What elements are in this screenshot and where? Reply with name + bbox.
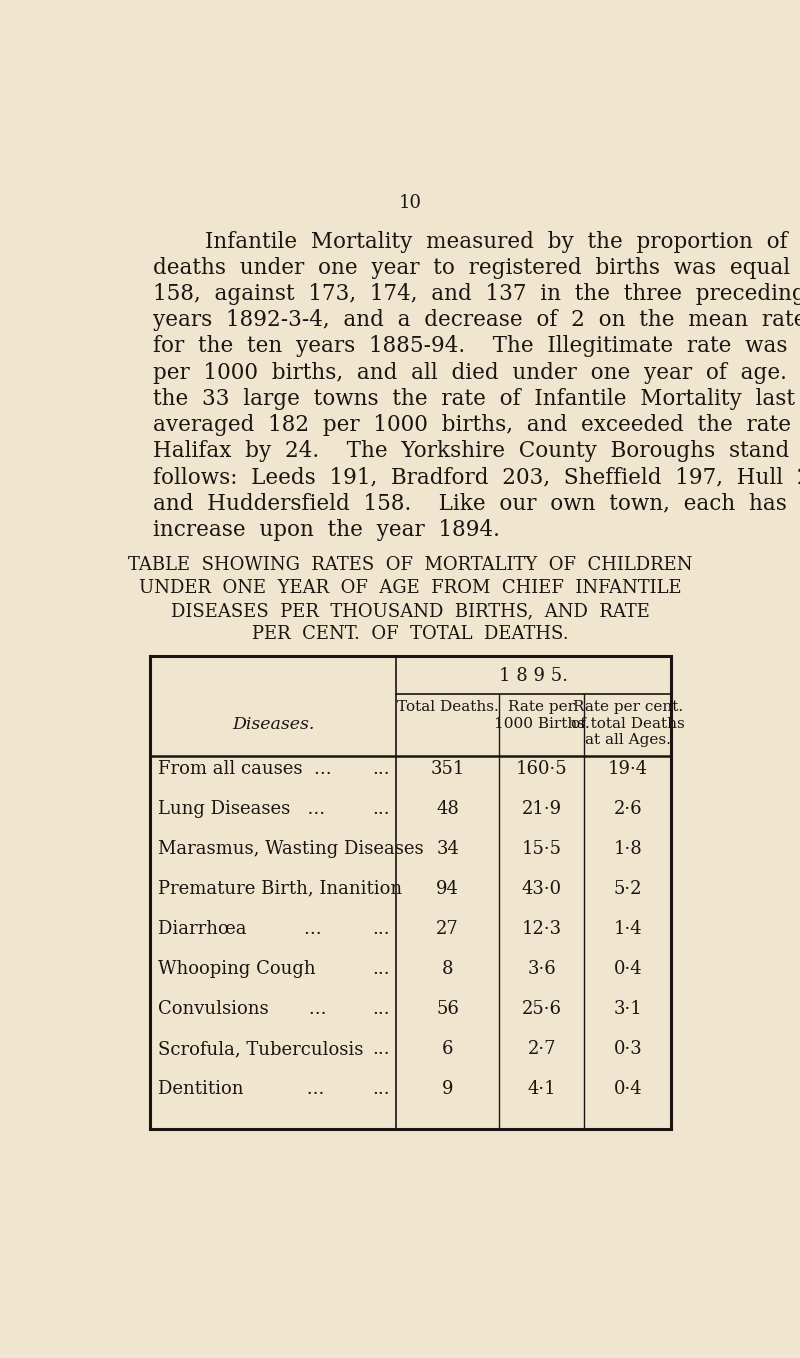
Text: Diseases.: Diseases. — [232, 716, 314, 733]
Text: increase  upon  the  year  1894.: increase upon the year 1894. — [153, 519, 499, 540]
Text: 43·0: 43·0 — [522, 880, 562, 898]
Text: ...: ... — [372, 919, 390, 938]
Text: Whooping Cough: Whooping Cough — [158, 960, 316, 978]
Text: Convulsions       ...: Convulsions ... — [158, 999, 326, 1018]
Text: From all causes  ...: From all causes ... — [158, 759, 332, 778]
Text: ...: ... — [372, 1080, 390, 1099]
Text: 0·3: 0·3 — [614, 1040, 642, 1058]
Text: 4·1: 4·1 — [527, 1080, 556, 1099]
Text: 10: 10 — [398, 194, 422, 212]
Text: 2·7: 2·7 — [527, 1040, 556, 1058]
Text: 21·9: 21·9 — [522, 800, 562, 818]
Text: Lung Diseases   ...: Lung Diseases ... — [158, 800, 326, 818]
Text: 8: 8 — [442, 960, 454, 978]
Text: 351: 351 — [430, 759, 465, 778]
Text: DISEASES  PER  THOUSAND  BIRTHS,  AND  RATE: DISEASES PER THOUSAND BIRTHS, AND RATE — [170, 602, 650, 619]
Text: Rate per
1000 Births.: Rate per 1000 Births. — [494, 701, 590, 731]
Text: Infantile  Mortality  measured  by  the  proportion  of: Infantile Mortality measured by the prop… — [206, 231, 788, 253]
Text: and  Huddersfield  158.    Like  our  own  town,  each  has  an: and Huddersfield 158. Like our own town,… — [153, 493, 800, 515]
Text: 0·4: 0·4 — [614, 960, 642, 978]
Text: for  the  ten  years  1885-94.    The  Illegitimate  rate  was  460: for the ten years 1885-94. The Illegitim… — [153, 335, 800, 357]
Text: averaged  182  per  1000  births,  and  exceeded  the  rate  in: averaged 182 per 1000 births, and exceed… — [153, 414, 800, 436]
Text: PER  CENT.  OF  TOTAL  DEATHS.: PER CENT. OF TOTAL DEATHS. — [252, 625, 568, 642]
Text: ...: ... — [372, 960, 390, 978]
Text: 5·2: 5·2 — [614, 880, 642, 898]
Text: 48: 48 — [436, 800, 459, 818]
Text: 3·6: 3·6 — [527, 960, 556, 978]
Text: 158,  against  173,  174,  and  137  in  the  three  preceding: 158, against 173, 174, and 137 in the th… — [153, 282, 800, 306]
Text: follows:  Leeds  191,  Bradford  203,  Sheffield  197,  Hull  205,: follows: Leeds 191, Bradford 203, Sheffi… — [153, 466, 800, 489]
Text: Halifax  by  24.    The  Yorkshire  County  Boroughs  stand  as: Halifax by 24. The Yorkshire County Boro… — [153, 440, 800, 462]
Text: 56: 56 — [436, 999, 459, 1018]
Text: ...: ... — [372, 800, 390, 818]
Text: 12·3: 12·3 — [522, 919, 562, 938]
Text: ...: ... — [372, 759, 390, 778]
Text: TABLE  SHOWING  RATES  OF  MORTALITY  OF  CHILDREN: TABLE SHOWING RATES OF MORTALITY OF CHIL… — [128, 555, 692, 573]
Text: Marasmus, Wasting Diseases: Marasmus, Wasting Diseases — [158, 839, 424, 858]
Text: Scrofula, Tuberculosis: Scrofula, Tuberculosis — [158, 1040, 363, 1058]
Text: Premature Birth, Inanition: Premature Birth, Inanition — [158, 880, 402, 898]
Text: 34: 34 — [436, 839, 459, 858]
Text: years  1892-3-4,  and  a  decrease  of  2  on  the  mean  rate: years 1892-3-4, and a decrease of 2 on t… — [153, 310, 800, 331]
Text: ...: ... — [372, 999, 390, 1018]
Text: the  33  large  towns  the  rate  of  Infantile  Mortality  last  year: the 33 large towns the rate of Infantile… — [153, 388, 800, 410]
Text: 94: 94 — [436, 880, 459, 898]
Text: 25·6: 25·6 — [522, 999, 562, 1018]
Text: Diarrhœa          ...: Diarrhœa ... — [158, 919, 322, 938]
Text: ...: ... — [372, 1040, 390, 1058]
Text: 19·4: 19·4 — [608, 759, 648, 778]
Text: deaths  under  one  year  to  registered  births  was  equal  to: deaths under one year to registered birt… — [153, 257, 800, 278]
Text: UNDER  ONE  YEAR  OF  AGE  FROM  CHIEF  INFANTILE: UNDER ONE YEAR OF AGE FROM CHIEF INFANTI… — [138, 579, 682, 596]
Text: 1·8: 1·8 — [614, 839, 642, 858]
Text: 9: 9 — [442, 1080, 454, 1099]
Text: 6: 6 — [442, 1040, 454, 1058]
Text: Total Deaths.: Total Deaths. — [397, 701, 498, 714]
Text: 0·4: 0·4 — [614, 1080, 642, 1099]
Text: 160·5: 160·5 — [516, 759, 567, 778]
Text: 15·5: 15·5 — [522, 839, 562, 858]
Text: 2·6: 2·6 — [614, 800, 642, 818]
Text: Rate per cent.
of total Deaths
at all Ages.: Rate per cent. of total Deaths at all Ag… — [571, 701, 685, 747]
Text: 27: 27 — [436, 919, 459, 938]
Text: Dentition           ...: Dentition ... — [158, 1080, 325, 1099]
Text: 1·4: 1·4 — [614, 919, 642, 938]
Text: 3·1: 3·1 — [614, 999, 642, 1018]
Text: 1 8 9 5.: 1 8 9 5. — [499, 667, 568, 684]
Text: per  1000  births,  and  all  died  under  one  year  of  age.    In: per 1000 births, and all died under one … — [153, 361, 800, 383]
